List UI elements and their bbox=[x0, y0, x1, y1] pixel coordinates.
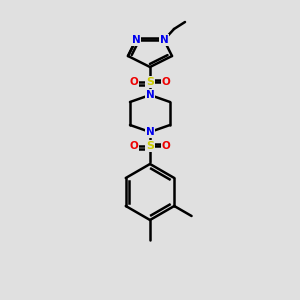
Text: S: S bbox=[146, 77, 154, 87]
Text: N: N bbox=[160, 35, 168, 45]
Text: S: S bbox=[146, 141, 154, 151]
Text: O: O bbox=[130, 141, 138, 151]
Text: O: O bbox=[130, 77, 138, 87]
Text: O: O bbox=[162, 77, 170, 87]
Text: N: N bbox=[146, 127, 154, 137]
Text: N: N bbox=[132, 35, 140, 45]
Text: N: N bbox=[146, 90, 154, 100]
Text: O: O bbox=[162, 141, 170, 151]
